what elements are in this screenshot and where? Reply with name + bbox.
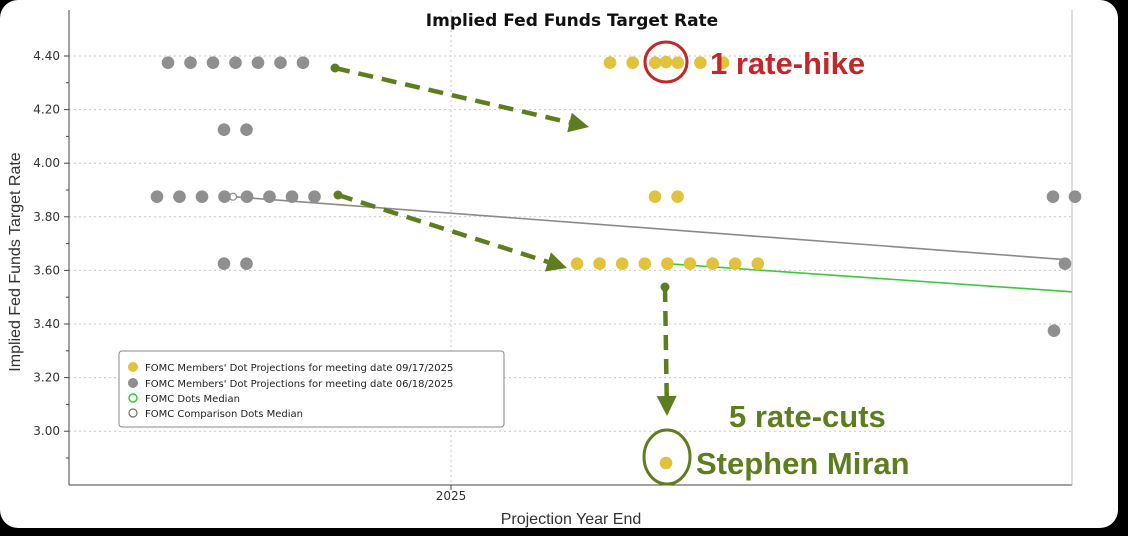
comparison-median-line bbox=[232, 195, 1067, 261]
dot-sep-2025 bbox=[683, 257, 697, 271]
dot-sep-2025 bbox=[570, 257, 584, 271]
dot-jun-2025 bbox=[296, 56, 310, 69]
annotation-stephen-miran: Stephen Miran bbox=[696, 446, 910, 481]
dot-sep-2025 bbox=[648, 56, 662, 69]
x-axis-label: Projection Year End bbox=[501, 511, 642, 528]
legend: FOMC Members' Dot Projections for meetin… bbox=[118, 350, 505, 428]
axes bbox=[68, 10, 1073, 486]
dot-sep-2025 bbox=[694, 56, 707, 69]
dot-jun-2025 bbox=[217, 123, 231, 136]
y-tick-label: 3.80 bbox=[33, 210, 60, 224]
dot-jun-2025 bbox=[150, 190, 164, 203]
annotation-rate-cuts: 5 rate-cuts bbox=[729, 399, 886, 434]
y-tick-label: 3.40 bbox=[33, 317, 60, 331]
y-tick-label: 4.00 bbox=[33, 156, 60, 170]
legend-swatch-dots-median bbox=[128, 393, 138, 403]
y-tick-label: 3.20 bbox=[33, 371, 60, 385]
legend-label-dots-median: FOMC Dots Median bbox=[145, 394, 240, 405]
dot-sep-2025 bbox=[751, 257, 765, 271]
dot-projections bbox=[150, 55, 1082, 470]
y-tick-label: 4.20 bbox=[33, 103, 60, 117]
dot-sep-2025 bbox=[728, 257, 742, 271]
dot-jun-2025 bbox=[173, 190, 186, 203]
dot-sep-2025 bbox=[659, 456, 673, 470]
dot-jun-2025 bbox=[1046, 190, 1060, 203]
arrow-down bbox=[656, 282, 677, 416]
legend-swatch-jun-dots bbox=[128, 378, 138, 388]
dot-jun-2025 bbox=[229, 56, 242, 69]
y-tick-label: 3.60 bbox=[33, 263, 60, 277]
dot-jun-2025 bbox=[218, 190, 231, 203]
dot-jun-2025 bbox=[274, 56, 287, 69]
dot-sep-2025 bbox=[716, 56, 730, 69]
legend-label-jun-dots: FOMC Members' Dot Projections for meetin… bbox=[145, 379, 453, 390]
rate-hike-highlight-circle bbox=[643, 40, 689, 84]
dot-jun-2025 bbox=[240, 257, 253, 271]
dot-jun-2025 bbox=[206, 56, 220, 69]
dot-jun-2025 bbox=[285, 190, 299, 203]
dot-jun-2025 bbox=[184, 56, 197, 69]
x-tick-label: 2025 bbox=[436, 489, 467, 503]
y-ticks: 4.40 4.20 4.00 3.80 3.60 3.40 3.20 3.00 bbox=[33, 49, 69, 459]
dot-jun-2025 bbox=[1047, 324, 1061, 338]
dot-jun-2025 bbox=[240, 190, 254, 203]
dot-jun-2025 bbox=[240, 123, 253, 136]
y-tick-label: 4.40 bbox=[33, 49, 60, 63]
annotation-arrows bbox=[330, 63, 677, 416]
dot-jun-2025 bbox=[1068, 190, 1082, 203]
legend-label-comparison-median: FOMC Comparison Dots Median bbox=[145, 409, 303, 420]
median-lines bbox=[228, 192, 1073, 293]
dot-jun-2025 bbox=[263, 190, 276, 203]
chart-frame: 4.40 4.20 4.00 3.80 3.60 3.40 3.20 3.00 2025 Im… bbox=[0, 0, 1118, 528]
dot-sep-2025 bbox=[593, 257, 606, 271]
dot-sep-2025 bbox=[659, 55, 673, 69]
dot-jun-2025 bbox=[1058, 257, 1072, 271]
rate-cut-highlight-circle bbox=[642, 428, 692, 486]
dot-jun-2025 bbox=[195, 190, 209, 203]
dot-jun-2025 bbox=[217, 257, 231, 271]
dot-sep-2025 bbox=[648, 190, 662, 203]
x-ticks: 2025 bbox=[436, 485, 467, 503]
dot-sep-2025 bbox=[615, 257, 629, 271]
dot-jun-2025 bbox=[308, 190, 321, 203]
dot-sep-2025 bbox=[661, 257, 674, 271]
dot-jun-2025 bbox=[251, 56, 265, 69]
dot-sep-2025 bbox=[603, 56, 617, 69]
y-axis-label: Implied Fed Funds Target Rate bbox=[7, 152, 24, 371]
y-tick-label: 3.00 bbox=[33, 424, 60, 438]
legend-label-sep-dots: FOMC Members' Dot Projections for meetin… bbox=[145, 363, 453, 374]
chart-title: Implied Fed Funds Target Rate bbox=[426, 11, 718, 31]
dot-sep-2025 bbox=[706, 257, 719, 271]
legend-swatch-sep-dots bbox=[128, 362, 138, 372]
dot-jun-2025 bbox=[161, 56, 175, 69]
chart-canvas: 4.40 4.20 4.00 3.80 3.60 3.40 3.20 3.00 2025 Im… bbox=[7, 10, 1082, 528]
dot-sep-2025 bbox=[671, 56, 685, 69]
legend-box bbox=[118, 350, 505, 428]
annotation-rate-hike: 1 rate-hike bbox=[710, 46, 865, 81]
dot-sep-2025 bbox=[638, 257, 652, 271]
legend-swatch-comparison-median bbox=[128, 408, 138, 418]
dots-median-line bbox=[666, 262, 1073, 293]
arrow-upper bbox=[330, 63, 589, 133]
highlight-circles bbox=[642, 40, 692, 486]
dot-sep-2025 bbox=[626, 56, 639, 69]
arrow-middle bbox=[333, 190, 567, 272]
dot-sep-2025 bbox=[671, 190, 684, 203]
